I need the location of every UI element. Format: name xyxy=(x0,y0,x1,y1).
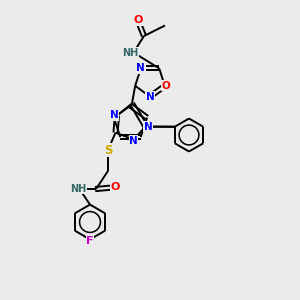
Text: O: O xyxy=(134,15,143,25)
Text: N: N xyxy=(110,110,119,121)
Text: N: N xyxy=(136,63,145,74)
Text: NH: NH xyxy=(70,184,86,194)
Text: F: F xyxy=(86,236,94,246)
Text: N: N xyxy=(146,92,154,102)
Text: O: O xyxy=(110,182,120,193)
Text: N: N xyxy=(143,122,152,132)
Text: NH: NH xyxy=(122,47,138,58)
Text: N: N xyxy=(129,136,138,146)
Text: O: O xyxy=(162,81,171,91)
Text: S: S xyxy=(104,143,112,157)
